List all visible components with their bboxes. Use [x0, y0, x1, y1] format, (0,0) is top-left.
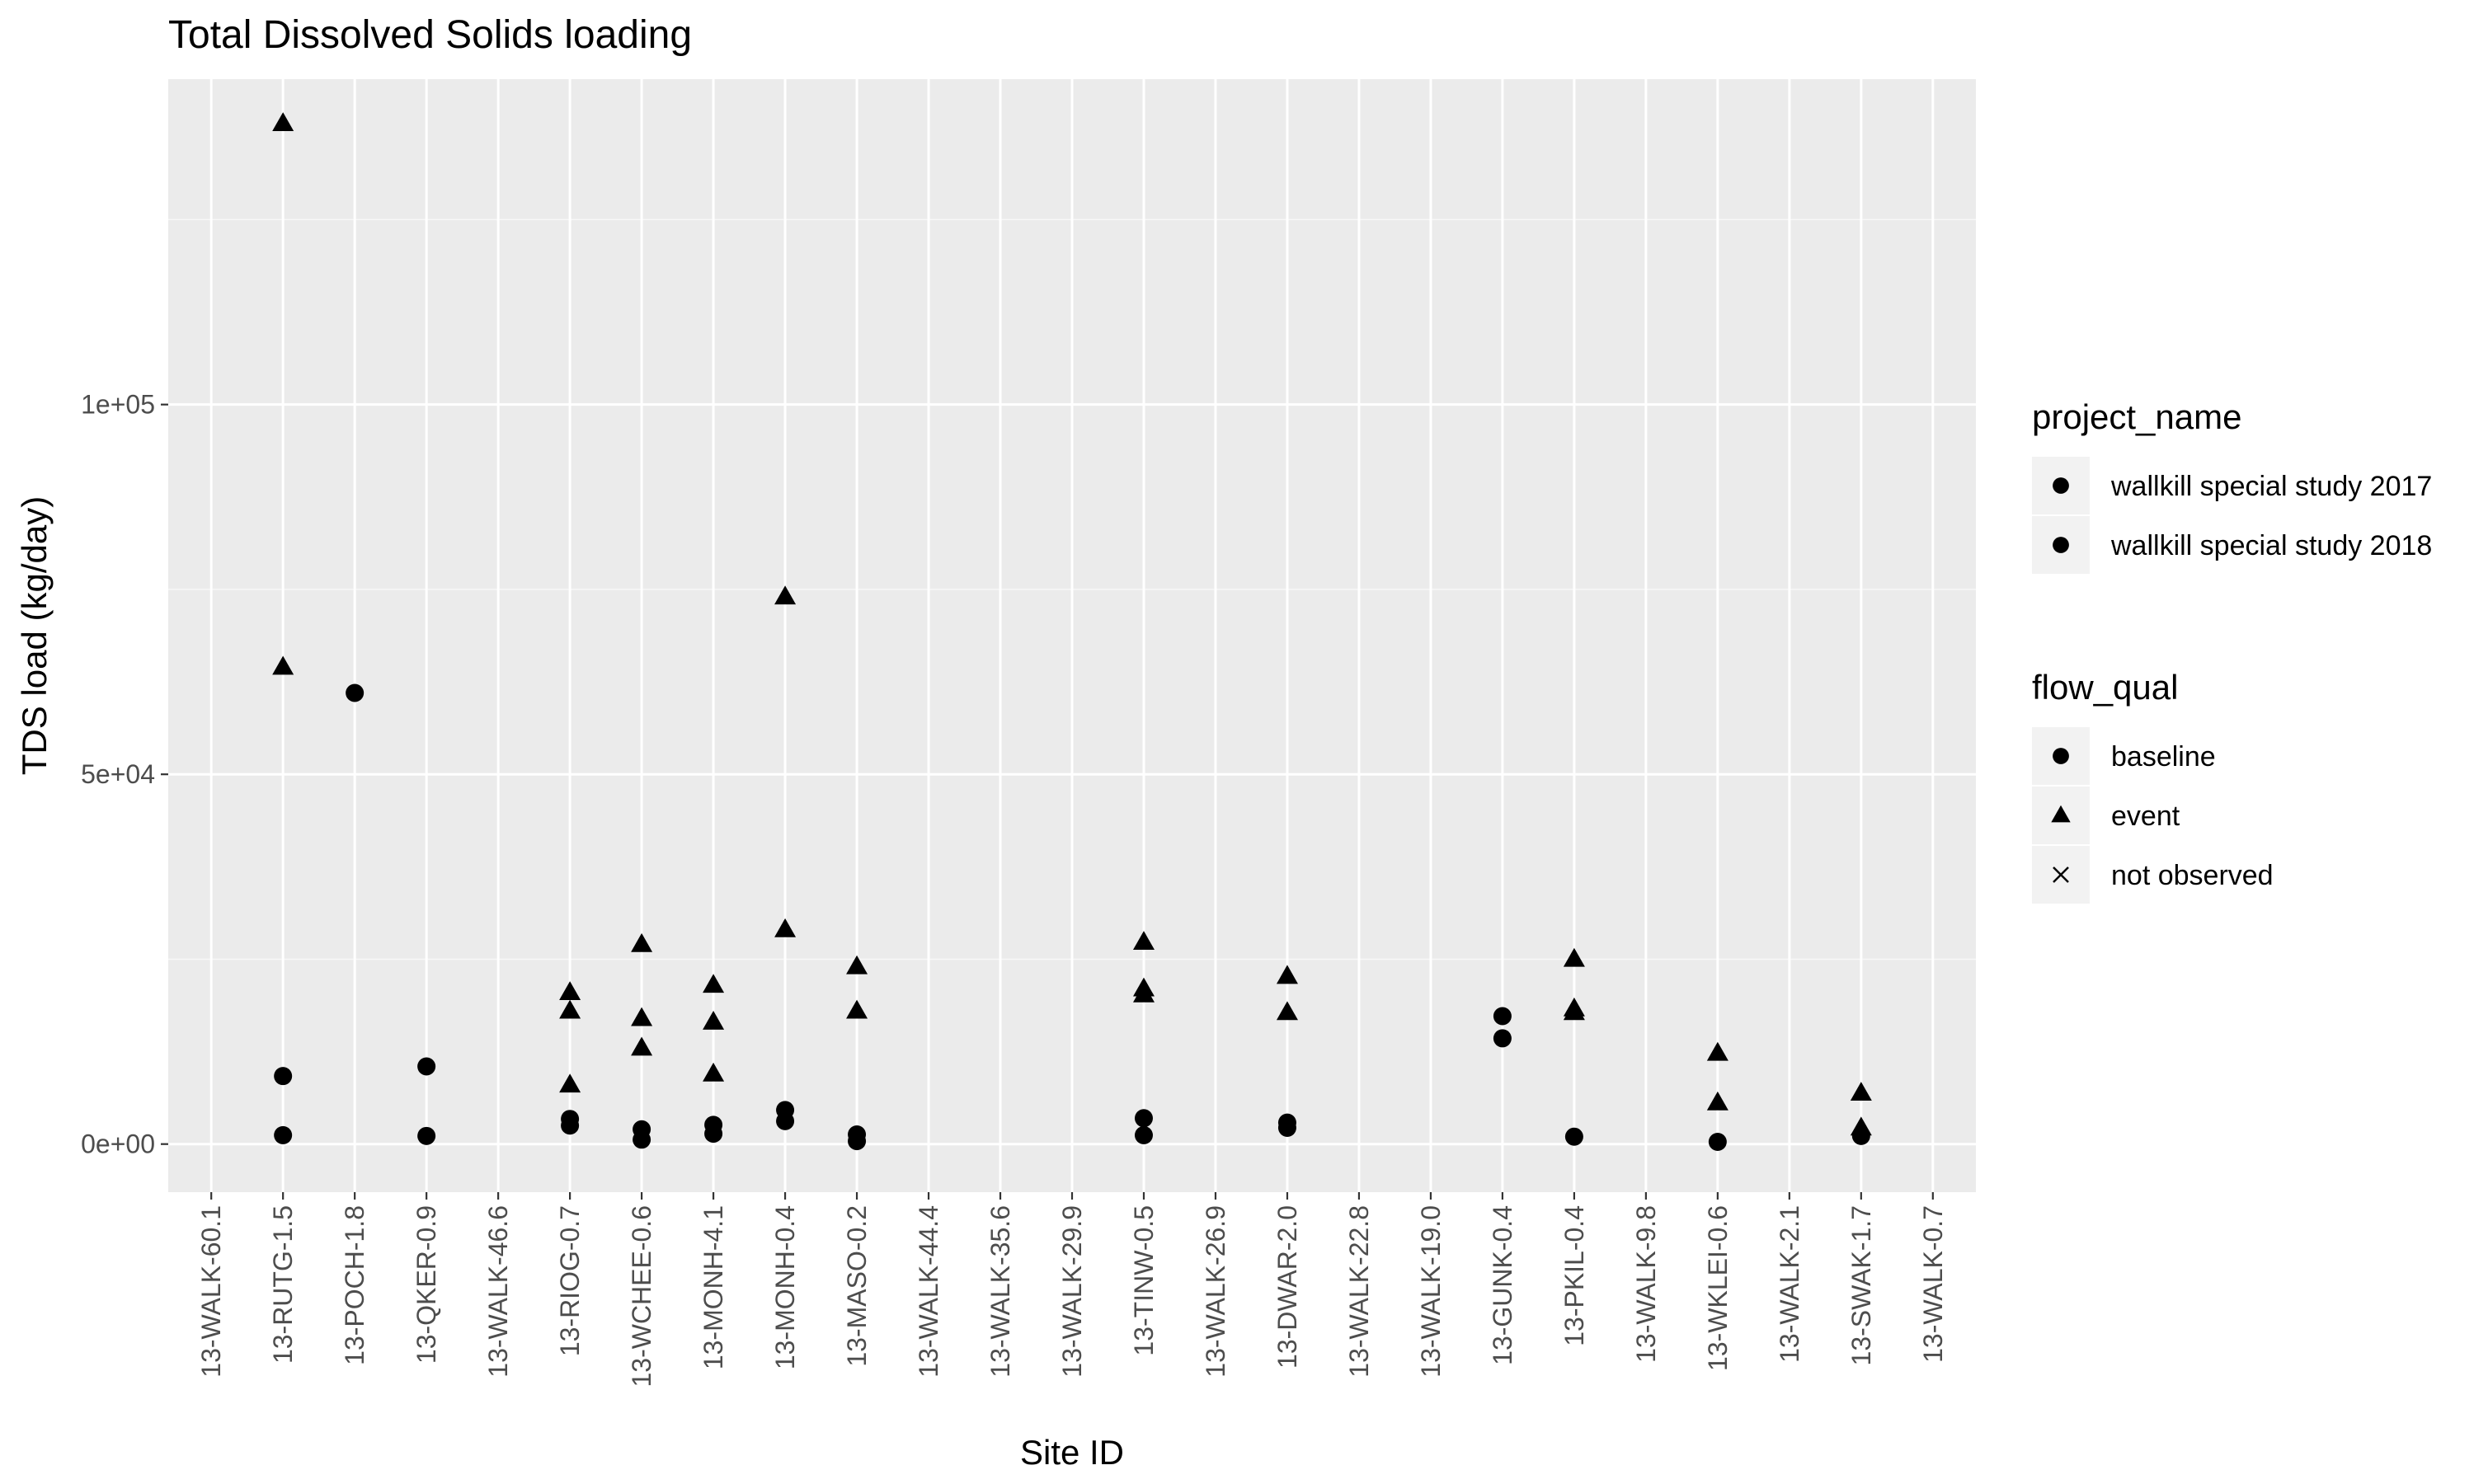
- x-tick-label: 13-WALK-9.8: [1631, 1205, 1661, 1363]
- baseline-point: [274, 1067, 293, 1086]
- event-point: [703, 1062, 725, 1082]
- event-point: [1563, 1001, 1585, 1021]
- event-point: [1276, 1001, 1298, 1021]
- x-tick-label: 13-WALK-19.0: [1416, 1205, 1446, 1378]
- x-tick-label: 13-WALK-2.1: [1775, 1205, 1804, 1363]
- x-tick-label: 13-RIOG-0.7: [555, 1205, 585, 1356]
- baseline-point: [417, 1057, 436, 1076]
- legend-label: wallkill special study 2018: [2110, 530, 2432, 561]
- baseline-point: [346, 683, 365, 702]
- legend-group-project_name: project_name wallkill special study 2017 w…: [2032, 397, 2432, 574]
- event-point: [703, 1011, 725, 1030]
- baseline-point: [1493, 1007, 1512, 1026]
- event-point: [272, 112, 294, 132]
- baseline-point: [1277, 1118, 1296, 1137]
- x-tick-label: 13-WALK-0.7: [1918, 1205, 1948, 1363]
- x-tick-label: 13-WKLEI-0.6: [1703, 1205, 1733, 1371]
- y-axis: 0e+00 5e+04 1e+05: [81, 390, 168, 1159]
- y-tick-label: 1e+05: [81, 390, 155, 420]
- y-axis-title: TDS load (kg/day): [15, 496, 54, 775]
- event-point: [1706, 1091, 1729, 1111]
- legend-triangle-icon: [2051, 805, 2071, 823]
- baseline-point: [848, 1132, 867, 1151]
- legend-title: flow_qual: [2032, 668, 2178, 707]
- chart-title: Total Dissolved Solids loading: [168, 13, 692, 57]
- x-tick-label: 13-WALK-35.6: [985, 1205, 1015, 1378]
- x-tick-label: 13-QKER-0.9: [412, 1205, 441, 1364]
- baseline-point: [633, 1130, 651, 1149]
- x-tick-label: 13-WALK-60.1: [196, 1205, 226, 1378]
- event-point: [703, 974, 725, 993]
- baseline-point: [1493, 1029, 1512, 1048]
- y-tick-label: 0e+00: [81, 1129, 155, 1159]
- event-point: [1132, 983, 1155, 1003]
- x-tick-label: 13-TINW-0.5: [1129, 1205, 1159, 1356]
- legend-circle-icon: [2053, 748, 2069, 764]
- legend-label: event: [2111, 801, 2180, 832]
- x-tick-label: 13-POCH-1.8: [340, 1205, 369, 1365]
- legend-circle-icon: [2053, 537, 2069, 553]
- legend-label: wallkill special study 2017: [2110, 471, 2432, 502]
- x-tick-label: 13-WALK-29.9: [1057, 1205, 1087, 1378]
- event-point: [774, 918, 797, 937]
- event-point: [774, 585, 797, 605]
- baseline-point: [1708, 1133, 1727, 1152]
- baseline-point: [704, 1125, 723, 1144]
- x-tick-label: 13-WALK-22.8: [1344, 1205, 1374, 1378]
- event-point: [1563, 947, 1585, 967]
- x-tick-label: 13-DWAR-2.0: [1272, 1205, 1302, 1369]
- x-tick-label: 13-PKIL-0.4: [1559, 1205, 1589, 1346]
- x-axis: 13-WALK-60.1 13-RUTG-1.5 13-POCH-1.8 13-QKE…: [196, 1192, 1948, 1388]
- legend-group-flow_qual: flow_qual baseline event not observed: [2032, 668, 2274, 904]
- x-tick-label: 13-WALK-44.4: [914, 1205, 943, 1378]
- x-axis-title: Site ID: [1020, 1433, 1124, 1472]
- x-tick-label: 13-WCHEE-0.6: [627, 1205, 656, 1388]
- event-point: [1850, 1082, 1872, 1101]
- x-tick-label: 13-MONH-0.4: [770, 1205, 800, 1369]
- baseline-point: [1134, 1109, 1153, 1128]
- legend: project_name wallkill special study 2017 w…: [2032, 397, 2432, 904]
- event-point: [559, 1073, 581, 1093]
- event-point: [559, 981, 581, 1001]
- event-point: [631, 932, 653, 952]
- event-point: [1132, 931, 1155, 951]
- event-point: [272, 655, 294, 675]
- legend-title: project_name: [2032, 397, 2241, 436]
- baseline-point: [561, 1116, 580, 1135]
- x-tick-label: 13-WALK-46.6: [483, 1205, 513, 1378]
- event-point: [1850, 1116, 1872, 1136]
- legend-circle-icon: [2053, 477, 2069, 494]
- x-tick-label: 13-MASO-0.2: [842, 1205, 872, 1367]
- y-tick-label: 5e+04: [81, 759, 155, 789]
- event-point: [846, 999, 868, 1019]
- plot-panel: [168, 79, 1976, 1192]
- baseline-point: [274, 1125, 293, 1144]
- legend-cross-icon: [2053, 866, 2069, 883]
- x-tick-label: 13-WALK-26.9: [1201, 1205, 1230, 1378]
- data-points: [272, 112, 1872, 1152]
- event-point: [631, 1007, 653, 1026]
- baseline-point: [776, 1111, 795, 1130]
- event-point: [1276, 965, 1298, 984]
- x-tick-label: 13-GUNK-0.4: [1488, 1205, 1517, 1365]
- event-point: [846, 955, 868, 974]
- legend-label: not observed: [2111, 860, 2274, 891]
- event-point: [559, 999, 581, 1019]
- x-tick-label: 13-SWAK-1.7: [1846, 1205, 1876, 1365]
- x-tick-label: 13-RUTG-1.5: [268, 1205, 298, 1364]
- event-point: [1706, 1041, 1729, 1061]
- baseline-point: [1564, 1127, 1583, 1146]
- legend-label: baseline: [2111, 741, 2216, 773]
- baseline-point: [417, 1126, 436, 1145]
- baseline-point: [1134, 1125, 1153, 1144]
- x-tick-label: 13-MONH-4.1: [698, 1205, 728, 1369]
- event-point: [631, 1036, 653, 1056]
